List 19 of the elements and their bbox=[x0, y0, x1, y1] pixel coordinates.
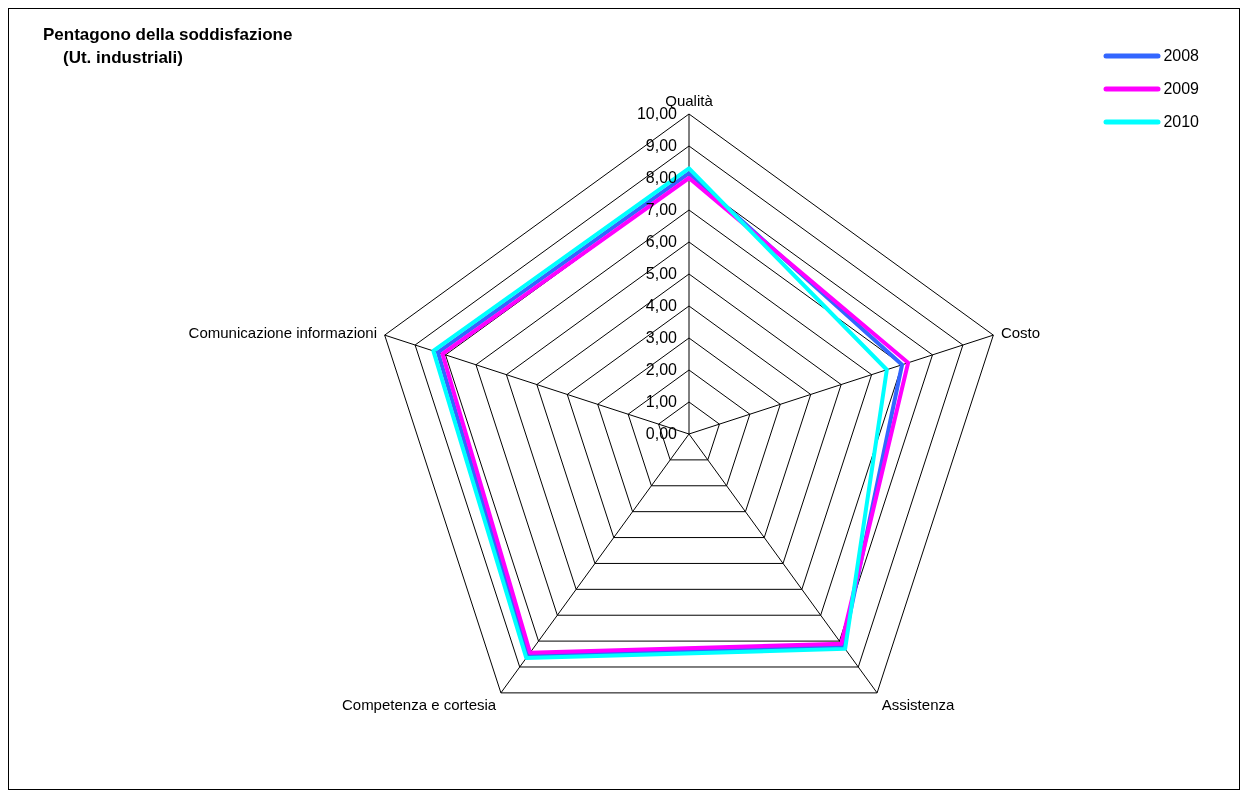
chart-title: Pentagono della soddisfazione bbox=[43, 24, 293, 46]
spoke-label: Assistenza bbox=[881, 696, 955, 714]
legend-label: 2009 bbox=[1163, 79, 1199, 98]
spoke-label: Comunicazione informazioni bbox=[188, 323, 378, 341]
chart-subtitle: (Ut. industriali) bbox=[62, 47, 184, 69]
y-tick-label: 6,00 bbox=[645, 233, 678, 250]
y-tick-label: 1,00 bbox=[645, 393, 678, 410]
y-tick-label: 7,00 bbox=[645, 201, 678, 218]
y-tick-label: 5,00 bbox=[645, 265, 678, 282]
spoke-label: Qualità bbox=[665, 92, 714, 109]
y-tick-label: 2,00 bbox=[645, 361, 678, 378]
legend-label: 2010 bbox=[1163, 112, 1199, 131]
y-tick-label: 9,00 bbox=[645, 137, 678, 154]
y-tick-label: 0,00 bbox=[645, 425, 678, 442]
spoke-label: Costo bbox=[1000, 323, 1041, 341]
y-tick-label: 3,00 bbox=[645, 329, 678, 346]
spoke-label: Competenza e cortesia bbox=[341, 696, 497, 714]
legend-label: 2008 bbox=[1163, 46, 1199, 65]
y-tick-label: 4,00 bbox=[645, 297, 678, 314]
